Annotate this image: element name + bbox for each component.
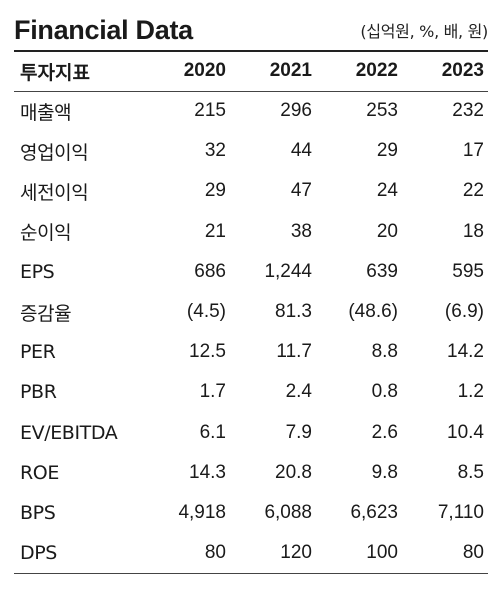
row-value: 81.3 [275,301,312,323]
row-value: 7,110 [437,501,484,523]
row-value: 29 [376,140,398,162]
row-value: 18 [462,220,484,242]
row-value: 14.3 [189,461,226,483]
row-value: 6,088 [264,501,312,523]
row-label: PBR [20,381,57,404]
panel-header: Financial Data (십억원, %, 배, 원) [14,0,488,50]
row-value: 0.8 [371,381,398,403]
row-label: EPS [20,260,55,283]
row-value: 1,244 [264,260,312,282]
table-row: 세전이익 29 47 24 22 [14,171,488,211]
row-value: 686 [194,260,226,282]
row-value: 29 [204,180,226,202]
financial-table: 투자지표 2020 2021 2022 2023 매출액 215 296 253 232… [14,50,488,574]
row-label: 영업이익 [20,141,89,164]
row-value: 2.4 [285,381,312,403]
row-value: 12.5 [189,341,226,363]
table-row: DPS 80 120 100 80 [14,533,488,574]
table-row: EPS 686 1,244 639 595 [14,252,488,292]
row-value: 24 [376,180,398,202]
row-label: 매출액 [20,101,72,124]
row-label: 증감율 [20,302,72,325]
row-value: 6,623 [350,501,398,523]
table-row: 영업이익 32 44 29 17 [14,131,488,171]
row-value: 253 [366,100,398,122]
row-value: 44 [290,140,312,162]
table-row: 매출액 215 296 253 232 [14,91,488,131]
row-value: 80 [402,533,488,574]
row-value: 14.2 [447,341,484,363]
row-value: (4.5) [186,301,226,323]
row-value: 38 [290,220,312,242]
row-value: 80 [144,533,230,574]
row-label: EV/EBITDA [20,421,118,444]
row-value: 20.8 [275,461,312,483]
row-label: PER [20,341,56,364]
row-value: 1.7 [199,381,226,403]
column-header-2020: 2020 [144,50,230,92]
row-value: 7.9 [285,421,312,443]
row-value: 22 [462,180,484,202]
row-value: 296 [280,100,312,122]
table-row: EV/EBITDA 6.1 7.9 2.6 10.4 [14,413,488,453]
row-value: 1.2 [457,381,484,403]
row-value: 215 [194,100,226,122]
table-row: BPS 4,918 6,088 6,623 7,110 [14,493,488,533]
row-value: 639 [366,260,398,282]
panel-title: Financial Data [14,15,193,45]
column-header-2023: 2023 [402,50,488,92]
row-value: 21 [204,220,226,242]
row-value: 6.1 [199,421,226,443]
column-header-indicator: 투자지표 [14,50,144,92]
table-row: PBR 1.7 2.4 0.8 1.2 [14,372,488,412]
row-value: 595 [452,260,484,282]
row-value: 20 [376,220,398,242]
row-value: 232 [452,100,484,122]
row-value: 120 [230,533,316,574]
row-label: BPS [20,501,56,524]
column-header-2021: 2021 [230,50,316,92]
row-value: 47 [290,180,312,202]
row-value: 8.8 [371,341,398,363]
row-value: 2.6 [371,421,398,443]
table-row: 순이익 21 38 20 18 [14,212,488,252]
table-header-row: 투자지표 2020 2021 2022 2023 [14,50,488,92]
row-value: 11.7 [276,341,312,363]
table-row: PER 12.5 11.7 8.8 14.2 [14,332,488,372]
row-value: 4,918 [178,501,226,523]
unit-note: (십억원, %, 배, 원) [360,22,488,41]
table-row: ROE 14.3 20.8 9.8 8.5 [14,453,488,493]
row-value: 9.8 [371,461,398,483]
row-value: 100 [316,533,402,574]
row-value: 32 [204,140,226,162]
row-value: 8.5 [457,461,484,483]
row-value: 17 [462,140,484,162]
row-value: (6.9) [444,301,484,323]
table-row: 증감율 (4.5) 81.3 (48.6) (6.9) [14,292,488,332]
row-label: DPS [14,533,144,574]
row-label: 순이익 [20,222,72,245]
row-value: (48.6) [348,301,398,323]
row-label: ROE [20,461,59,484]
row-value: 10.4 [447,421,484,443]
row-label: 세전이익 [20,181,89,204]
column-header-2022: 2022 [316,50,402,92]
